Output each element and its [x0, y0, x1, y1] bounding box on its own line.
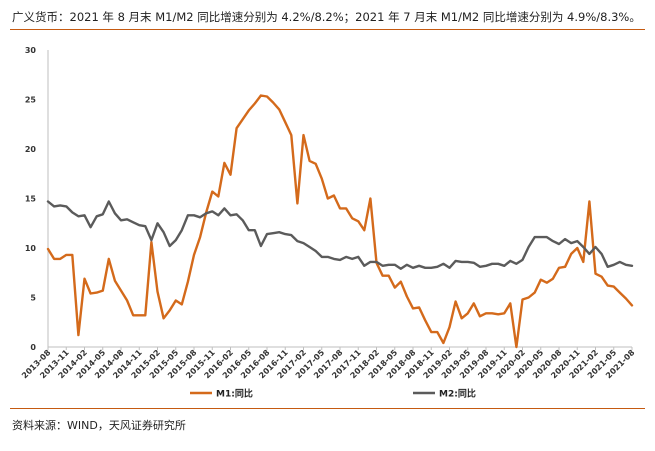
m2-series-line	[46, 200, 634, 271]
y-tick-label: 20	[25, 145, 37, 154]
line-chart: 0510152025302013-082013-112014-022014-05…	[20, 46, 637, 400]
top-rule	[10, 29, 645, 30]
legend-label: M1:同比	[216, 388, 253, 400]
y-tick-label: 0	[30, 343, 36, 352]
y-tick-label: 10	[25, 244, 37, 253]
chart-legend: M1:同比 M2:同比	[190, 388, 476, 400]
chart-series	[46, 94, 634, 349]
y-tick-label: 30	[25, 46, 37, 55]
y-tick-label: 25	[25, 96, 37, 105]
source-note: 资料来源：WIND，天风证券研究所	[12, 419, 186, 432]
chart-axes: 0510152025302013-082013-112014-022014-05…	[20, 46, 637, 380]
m1-series-line	[46, 94, 634, 349]
y-tick-label: 15	[25, 195, 37, 204]
chart-caption: 广义货币：2021 年 8 月末 M1/M2 同比增速分别为 4.2%/8.2%…	[12, 10, 641, 24]
legend-label: M2:同比	[439, 388, 476, 400]
bottom-rule	[10, 408, 645, 409]
y-tick-label: 5	[30, 294, 36, 303]
